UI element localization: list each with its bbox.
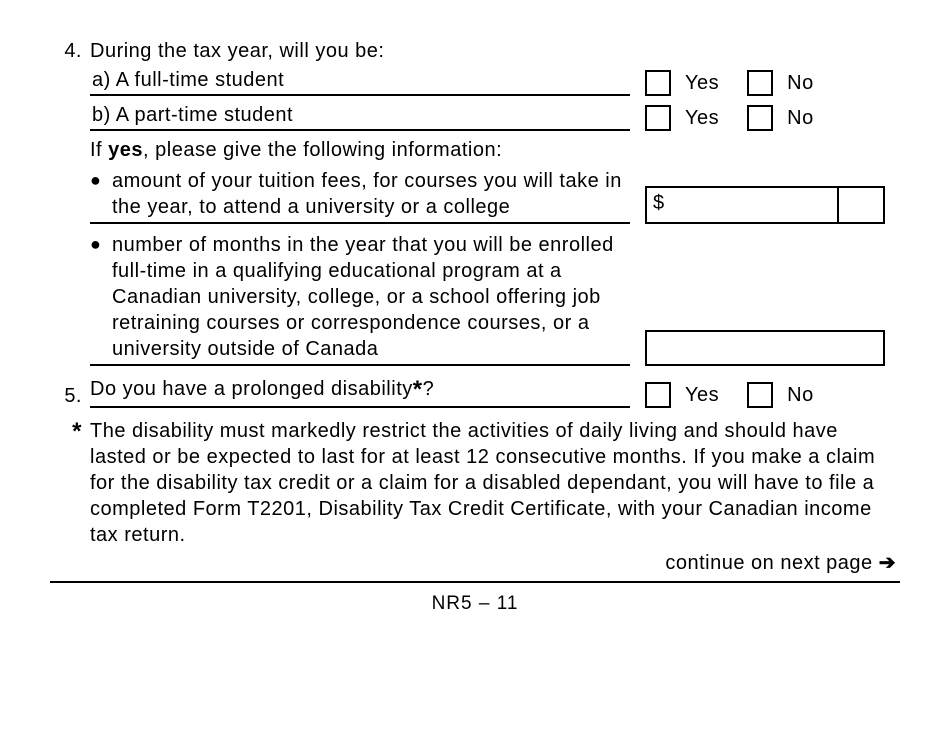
- q4b-no-label: No: [787, 107, 814, 130]
- q4-bullet1-text: amount of your tuition fees, for courses…: [112, 168, 630, 220]
- q4a-yes-no: Yes No: [645, 70, 900, 96]
- if-yes-pre: If: [90, 139, 108, 161]
- q5-number: 5.: [50, 385, 90, 408]
- q4a-row: a) A full-time student Yes No: [50, 69, 900, 96]
- q5-yes-no: Yes No: [645, 382, 900, 408]
- continue-text: continue on next page: [665, 552, 872, 574]
- footnote: * The disability must markedly restrict …: [50, 418, 900, 548]
- q5-yes-label: Yes: [685, 384, 719, 407]
- q5-question: Do you have a prolonged disability*?: [90, 376, 630, 408]
- q5-no-label: No: [787, 384, 814, 407]
- q4a-no-checkbox[interactable]: [747, 70, 773, 96]
- q5-question-pre: Do you have a prolonged disability: [90, 378, 413, 400]
- divider: [50, 581, 900, 583]
- if-yes-post: , please give the following information:: [143, 139, 502, 161]
- q4b-no-checkbox[interactable]: [747, 105, 773, 131]
- bullet-icon: ●: [90, 168, 112, 220]
- tuition-amount-field[interactable]: $: [645, 186, 885, 224]
- q5-question-post: ?: [423, 378, 435, 400]
- q4-number: 4.: [50, 40, 90, 63]
- q4a-yes-label: Yes: [685, 72, 719, 95]
- q4b-row: b) A part-time student Yes No: [50, 104, 900, 131]
- q4b-yes-checkbox[interactable]: [645, 105, 671, 131]
- asterisk-icon: *: [413, 376, 423, 403]
- dollar-sign: $: [647, 188, 839, 222]
- tuition-cents-field[interactable]: [839, 188, 883, 222]
- if-yes-bold: yes: [108, 139, 143, 161]
- continue-line: continue on next page ➔: [50, 550, 900, 575]
- q4-if-yes: If yes, please give the following inform…: [90, 139, 630, 162]
- footnote-text: The disability must markedly restrict th…: [90, 418, 900, 548]
- q4b-label: b) A part-time student: [90, 104, 630, 131]
- q4a-label: a) A full-time student: [90, 69, 630, 96]
- q4b-yes-no: Yes No: [645, 105, 900, 131]
- q4-bullet2-text: number of months in the year that you wi…: [112, 232, 630, 362]
- page-footer: NR5 – 11: [50, 593, 900, 615]
- q5-row: 5. Do you have a prolonged disability*? …: [50, 376, 900, 408]
- q4-header: 4. During the tax year, will you be:: [50, 40, 900, 63]
- q4b-yes-label: Yes: [685, 107, 719, 130]
- arrow-right-icon: ➔: [879, 552, 896, 574]
- q4-bullet2-row: ● number of months in the year that you …: [50, 232, 900, 366]
- q4-bullet1-row: ● amount of your tuition fees, for cours…: [50, 168, 900, 224]
- months-field[interactable]: [645, 330, 885, 366]
- q4a-yes-checkbox[interactable]: [645, 70, 671, 96]
- q4-question: During the tax year, will you be:: [90, 40, 630, 63]
- footnote-star: *: [72, 418, 82, 445]
- bullet-icon: ●: [90, 232, 112, 362]
- q4a-no-label: No: [787, 72, 814, 95]
- q5-yes-checkbox[interactable]: [645, 382, 671, 408]
- q5-no-checkbox[interactable]: [747, 382, 773, 408]
- q4-if-yes-row: If yes, please give the following inform…: [50, 139, 900, 162]
